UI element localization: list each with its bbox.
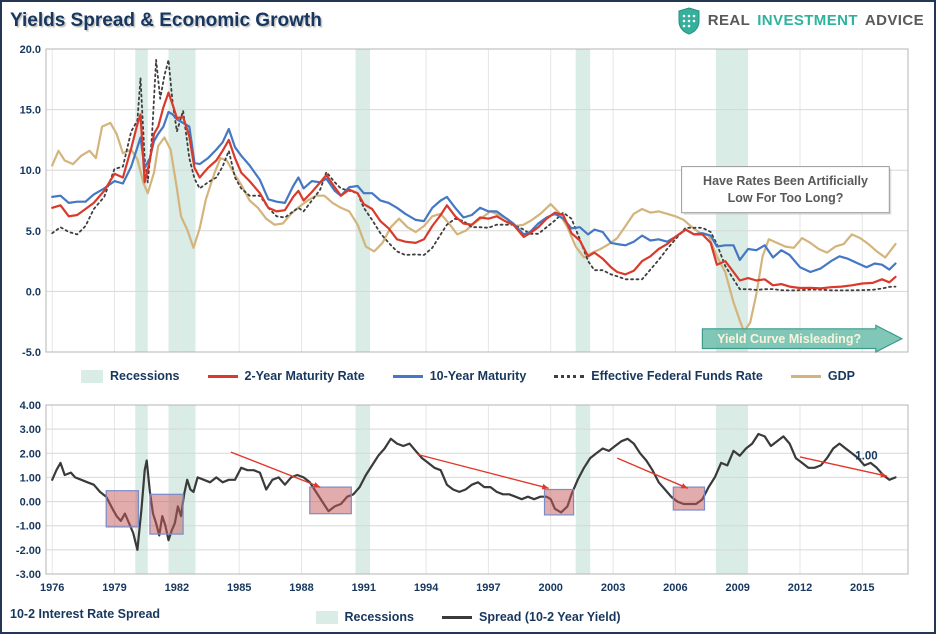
svg-text:2009: 2009 [725,582,749,594]
legend-item-recessions-bottom: Recessions [315,610,414,624]
svg-text:-5.0: -5.0 [22,347,41,359]
svg-text:2000: 2000 [538,582,562,594]
logo-word-investment: INVESTMENT [757,12,858,29]
footer: 10-2 Interest Rate Spread Recessions Spr… [2,602,934,632]
gdp-line-swatch [790,374,821,378]
svg-text:2015: 2015 [850,582,874,594]
legend-item-recessions: Recessions [81,369,180,383]
red-line-swatch [207,374,238,378]
legend-item-spread: Spread (10-2 Year Yield) [441,610,621,624]
svg-text:2012: 2012 [788,582,812,594]
svg-text:1997: 1997 [476,582,500,594]
yields-growth-chart: 20.0 15.0 10.0 5.0 0.0 -5.0 Have Rates Been Ar… [20,44,909,359]
spread-chart: 1976 1979 1982 1985 1988 1991 1994 1997 2000 2003… [16,400,909,594]
legend-item-10yr: 10-Year Maturity [392,369,526,383]
svg-text:1.00: 1.00 [855,450,877,462]
page-title: Yields Spread & Economic Growth [10,9,322,31]
spread-chart-title: 10-2 Interest Rate Spread [10,607,161,621]
recession-swatch [81,369,104,383]
legend-item-gdp: GDP [790,369,855,383]
svg-text:-3.00: -3.00 [16,569,41,581]
shield-icon [677,6,701,35]
svg-text:-2.00: -2.00 [16,545,41,557]
svg-text:1994: 1994 [414,582,439,594]
blue-line-swatch [392,374,423,378]
legend-item-fedfunds: Effective Federal Funds Rate [554,369,763,383]
spread-line-swatch [441,615,472,619]
svg-text:1988: 1988 [289,582,313,594]
svg-text:Have Rates Been Artificially: Have Rates Been Artificially [703,174,868,188]
header: Yields Spread & Economic Growth REAL INV… [2,2,934,37]
top-legend: Recessions 2-Year Maturity Rate 10-Year … [2,360,934,392]
svg-text:1985: 1985 [227,582,251,594]
svg-text:-1.00: -1.00 [16,521,41,533]
logo-word-real: REAL [707,12,751,29]
legend-item-2yr: 2-Year Maturity Rate [207,369,365,383]
svg-text:15.0: 15.0 [20,105,41,117]
svg-text:0.00: 0.00 [20,497,41,509]
svg-text:1.00: 1.00 [20,472,41,484]
recession-swatch [315,610,338,624]
svg-text:2.00: 2.00 [20,448,41,460]
dotted-line-swatch [554,374,585,378]
svg-text:1982: 1982 [165,582,189,594]
svg-text:5.0: 5.0 [26,226,41,238]
svg-text:20.0: 20.0 [20,44,41,56]
ria-logo: REAL INVESTMENT ADVICE [677,6,924,35]
svg-text:1976: 1976 [40,582,64,594]
svg-text:4.00: 4.00 [20,400,41,412]
svg-text:2006: 2006 [663,582,687,594]
svg-text:10.0: 10.0 [20,165,41,177]
svg-text:Yield Curve Misleading?: Yield Curve Misleading? [717,332,861,346]
svg-text:0.0: 0.0 [26,286,41,298]
svg-text:1991: 1991 [352,582,376,594]
logo-word-advice: ADVICE [864,12,924,29]
svg-text:2003: 2003 [601,582,625,594]
svg-text:1979: 1979 [102,582,126,594]
svg-text:3.00: 3.00 [20,424,41,436]
svg-text:Low For Too Long?: Low For Too Long? [728,191,844,205]
